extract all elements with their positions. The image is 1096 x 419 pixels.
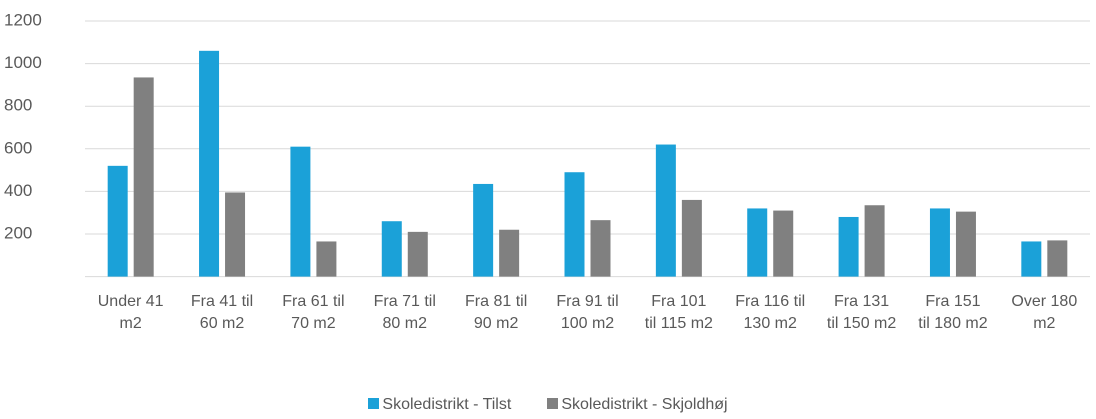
bar [838, 216, 859, 277]
x-tick-label: Over 180 m2 [1011, 293, 1078, 332]
x-tick-label: Fra 151 til 180 m2 [918, 293, 988, 332]
bar [564, 172, 585, 277]
x-tick-label: Fra 81 til 90 m2 [465, 293, 528, 332]
bar [864, 205, 885, 277]
bar [107, 165, 128, 277]
bar [1047, 240, 1068, 277]
bar [747, 208, 768, 277]
y-tick-label: 1000 [4, 53, 42, 72]
bar [773, 210, 794, 277]
bar [929, 208, 950, 277]
x-tick-label: Fra 71 til 80 m2 [373, 293, 436, 332]
bar [225, 192, 246, 277]
bar [381, 221, 402, 277]
x-tick-label: Fra 116 til 130 m2 [735, 293, 806, 332]
bar [681, 199, 702, 277]
legend-item: Skoledistrikt - Skjoldhøj [547, 396, 728, 414]
y-tick-label: 600 [4, 138, 32, 157]
bar [199, 50, 220, 277]
legend-label: Skoledistrikt - Skjoldhøj [561, 396, 728, 413]
bar [1021, 241, 1042, 277]
bar [473, 183, 494, 277]
legend-item: Skoledistrikt - Tilst [368, 396, 511, 414]
x-tick-label: Fra 91 til 100 m2 [556, 293, 619, 332]
y-tick-label: 1200 [4, 10, 42, 29]
legend: Skoledistrikt - Tilst Skoledistrikt - Skj… [0, 396, 1096, 414]
bar [655, 144, 676, 277]
legend-swatch [368, 398, 380, 409]
bar [955, 211, 976, 277]
bar [590, 220, 611, 277]
bar [316, 241, 337, 277]
y-tick-label: 800 [4, 96, 32, 115]
x-tick-label: Under 41 m2 [97, 293, 164, 332]
bar [407, 231, 428, 277]
legend-label: Skoledistrikt - Tilst [382, 396, 512, 413]
x-tick-label: Fra 101 til 115 m2 [644, 293, 713, 332]
bar [290, 146, 311, 277]
x-tick-label: Fra 61 til 70 m2 [282, 293, 345, 332]
legend-swatch [547, 398, 559, 409]
bar [133, 77, 154, 277]
bar [499, 229, 520, 277]
y-tick-label: 400 [4, 181, 32, 200]
x-tick-label: Fra 41 til 60 m2 [190, 293, 254, 332]
plot: 200 400 600 800 1000 1200 [4, 10, 1090, 278]
y-tick-label: 200 [4, 223, 32, 242]
x-tick-label: Fra 131 til 150 m2 [826, 293, 897, 332]
